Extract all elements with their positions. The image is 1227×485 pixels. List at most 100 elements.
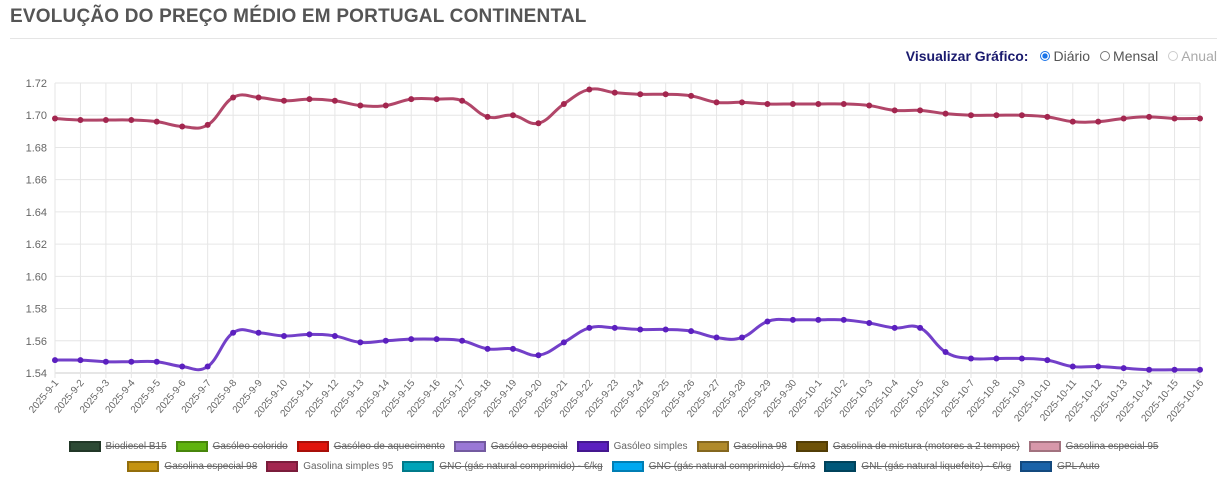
data-point: [1044, 357, 1051, 364]
legend-item[interactable]: Gasolina especial 98: [127, 461, 257, 472]
legend-label: Gasóleo de aquecimento: [333, 441, 445, 452]
data-point: [535, 352, 542, 359]
data-point: [1171, 366, 1178, 373]
radio-icon[interactable]: [1040, 51, 1051, 61]
series-line: [54, 87, 1201, 130]
page-title: EVOLUÇÃO DO PREÇO MÉDIO EM PORTUGAL CONT…: [10, 6, 587, 27]
legend-item[interactable]: GNC (gás natural comprimido) - €/m3: [611, 461, 816, 472]
legend-item[interactable]: Gasolina especial 95: [1028, 441, 1159, 452]
data-point: [1146, 366, 1153, 373]
radio-label: Diário: [1053, 48, 1091, 64]
legend-swatch: [127, 461, 160, 472]
data-point: [637, 326, 644, 333]
y-tick-label: 1.66: [26, 175, 47, 187]
legend-swatch: [453, 441, 486, 452]
legend-item[interactable]: Gasóleo de aquecimento: [296, 441, 445, 452]
data-point: [484, 345, 491, 352]
data-point: [891, 107, 898, 114]
data-point: [560, 100, 567, 107]
data-point: [560, 339, 567, 346]
legend-swatch: [402, 461, 435, 472]
data-point: [281, 97, 287, 104]
data-point: [968, 112, 974, 119]
data-point: [739, 334, 745, 341]
data-point: [510, 345, 516, 352]
legend-label: GNL (gás natural liquefeito) - €/kg: [861, 461, 1012, 472]
legend-label: Gasolina 98: [733, 441, 787, 452]
legend-label: Gasóleo especial: [490, 441, 568, 452]
legend-item[interactable]: Gasolina de mistura (motores a 2 tempos): [795, 441, 1020, 452]
legend-item[interactable]: Gasolina 98: [696, 441, 787, 452]
data-point: [764, 318, 771, 325]
data-point: [153, 118, 160, 125]
data-point: [662, 91, 669, 98]
data-point: [917, 107, 924, 114]
data-point: [586, 324, 593, 331]
legend-item[interactable]: Gasóleo colorido: [175, 441, 288, 452]
data-point: [535, 120, 542, 127]
data-point: [1120, 115, 1127, 122]
data-point: [586, 86, 593, 93]
legend-item[interactable]: Gasolina simples 95: [266, 461, 393, 472]
legend-item[interactable]: GNL (gás natural liquefeito) - €/kg: [824, 461, 1011, 472]
data-point: [331, 332, 338, 339]
data-point: [739, 99, 745, 106]
legend-item[interactable]: Biodiesel B15: [68, 441, 167, 452]
data-point: [815, 316, 822, 323]
legend-item[interactable]: Gasóleo simples: [576, 441, 688, 452]
data-point: [1171, 115, 1178, 122]
data-point: [128, 358, 135, 365]
data-point: [331, 97, 338, 104]
legend-swatch: [795, 441, 828, 452]
data-point: [459, 97, 466, 104]
legend-swatch: [576, 441, 609, 452]
data-point: [510, 112, 516, 119]
data-point: [255, 329, 262, 336]
data-point: [459, 337, 466, 344]
data-point: [713, 334, 720, 341]
legend-swatch: [611, 461, 644, 472]
legend-label: GNC (gás natural comprimido) - €/m3: [648, 461, 816, 472]
legend-swatch: [296, 441, 329, 452]
legend-label: Gasóleo colorido: [212, 441, 288, 452]
data-point: [1120, 365, 1127, 372]
legend-item[interactable]: Gasóleo especial: [453, 441, 568, 452]
legend-item[interactable]: GPL Auto: [1020, 461, 1100, 472]
data-point: [204, 363, 211, 370]
data-point: [713, 99, 720, 106]
radio-icon[interactable]: [1100, 51, 1111, 61]
data-point: [1095, 118, 1102, 125]
view-selector: Visualizar Gráfico: Diário Mensal Anual: [906, 48, 1217, 64]
legend-item[interactable]: GNC (gás natural comprimido) - €/kg: [402, 461, 603, 472]
data-point: [789, 316, 796, 323]
data-point: [77, 357, 84, 364]
data-point: [637, 91, 644, 98]
data-point: [1044, 113, 1051, 120]
legend-swatch: [175, 441, 208, 452]
data-point: [230, 94, 237, 101]
y-tick-label: 1.64: [26, 207, 47, 219]
data-point: [382, 102, 389, 109]
legend-label: GNC (gás natural comprimido) - €/kg: [439, 461, 603, 472]
y-tick-label: 1.62: [26, 239, 47, 251]
data-point: [1069, 363, 1076, 370]
y-tick-label: 1.68: [26, 142, 47, 154]
data-point: [102, 117, 109, 124]
legend-label: Biodiesel B15: [105, 441, 167, 452]
legend-swatch: [1028, 441, 1061, 452]
data-point: [204, 121, 211, 128]
data-point: [1197, 115, 1203, 122]
data-point: [1018, 112, 1025, 119]
radio-diario[interactable]: Diário: [1040, 48, 1090, 64]
y-tick-label: 1.58: [26, 304, 47, 316]
radio-mensal[interactable]: Mensal: [1100, 48, 1158, 64]
data-point: [866, 320, 873, 327]
data-point: [77, 117, 84, 124]
data-point: [357, 102, 364, 109]
y-tick-label: 1.70: [26, 110, 47, 122]
data-point: [764, 100, 771, 107]
legend-row: Biodiesel B15 Gasóleo colorido Gasóleo de …: [0, 440, 1227, 453]
data-point: [382, 337, 389, 344]
data-point: [128, 117, 135, 124]
data-point: [179, 123, 186, 130]
